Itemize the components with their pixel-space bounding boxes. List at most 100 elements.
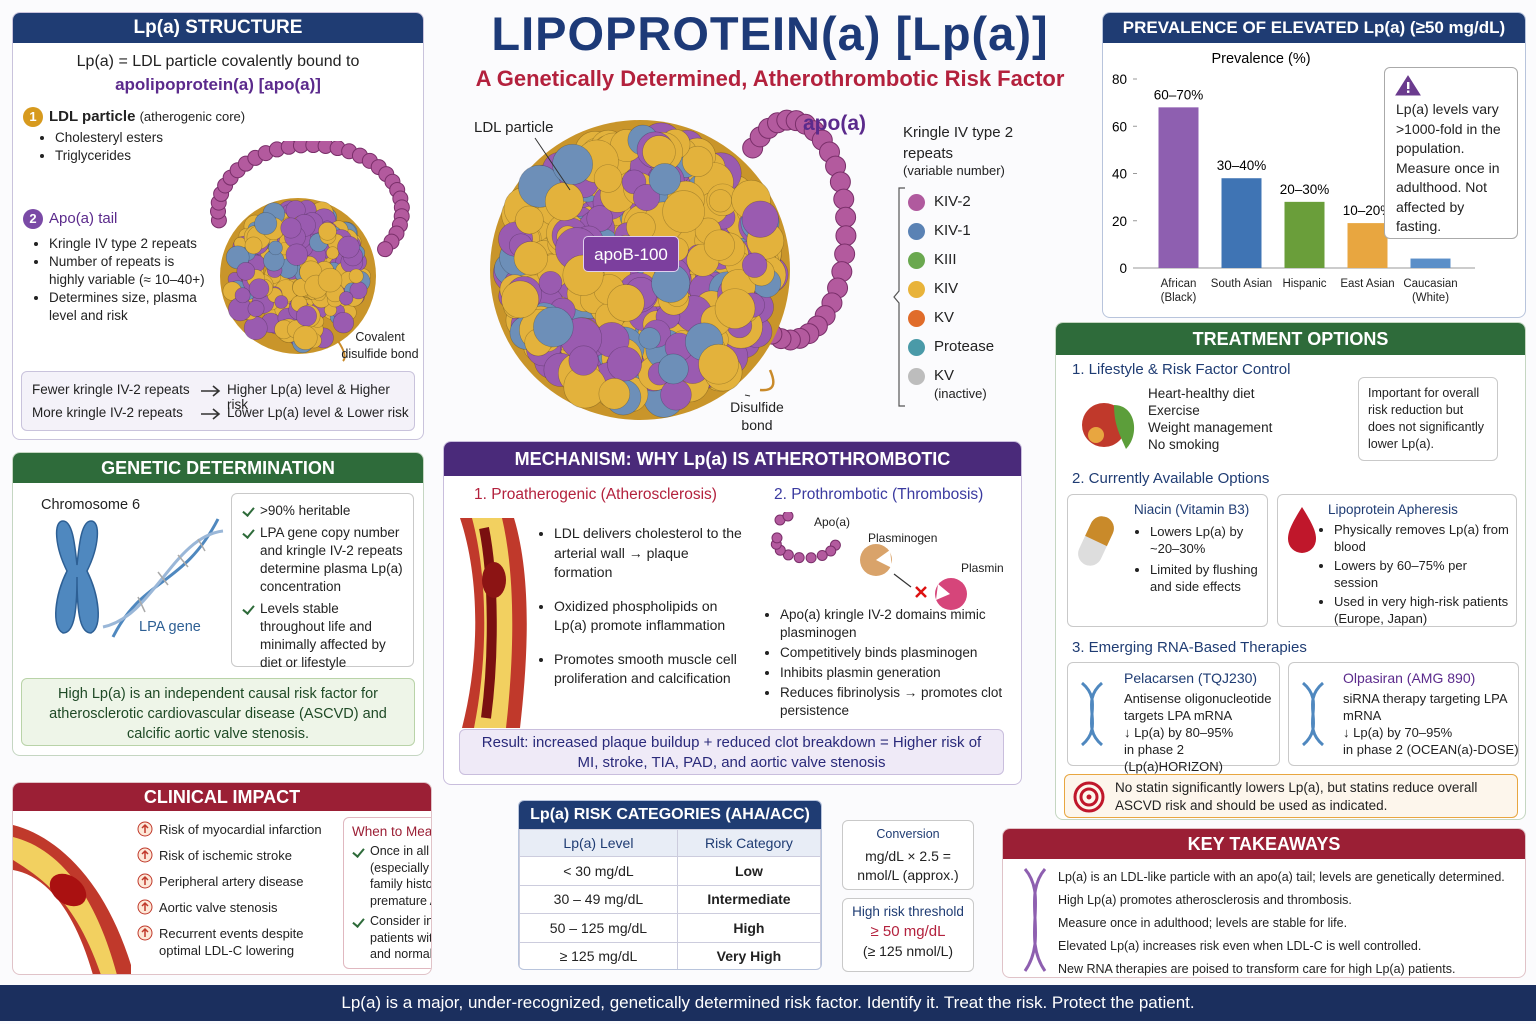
element: [1088, 427, 1104, 443]
legend: KIV-2 KIV-1 KIII KIV KV Protease KV (inactive): [906, 192, 1026, 406]
icon: [141, 927, 149, 937]
table-cell: Intermediate: [676, 884, 821, 914]
risk-item: Risk of ischemic stroke: [137, 847, 347, 864]
particle-lipid: [234, 287, 251, 304]
genetic-facts: >90% heritable LPA gene copy number and k…: [231, 493, 414, 670]
y-tick-label: 80: [1112, 72, 1127, 87]
text: Pelacarsen (TQJ230): [1124, 670, 1258, 686]
list-item: Determines size, plasma level and risk: [49, 289, 211, 325]
element: [893, 187, 905, 407]
bar: [1347, 223, 1388, 268]
particle-lipid: [318, 222, 337, 241]
risk-icon: [137, 847, 153, 863]
table-cell: Very High: [676, 941, 821, 969]
legend-label: KIV-1: [934, 222, 971, 239]
particle-lipid: [268, 240, 283, 256]
list-item: Exercise: [1148, 403, 1200, 418]
particle-lipid: [607, 346, 642, 382]
element: [1114, 405, 1135, 449]
particle-lipid: [247, 300, 265, 318]
risk-item: Risk of myocardial infarction: [137, 821, 347, 838]
element: >90% heritable LPA gene copy number and k…: [242, 502, 407, 672]
text: Fewer kringle IV-2 repeats: [32, 382, 190, 397]
text: 2. Prothrombotic (Thrombosis): [774, 486, 984, 503]
icon: [141, 849, 149, 859]
drop-icon: [1288, 507, 1316, 553]
card-line: Antisense oligonucleotide targets LPA mR…: [1124, 691, 1272, 723]
artery-illustration: [460, 518, 527, 728]
text: No statin significantly lowers Lp(a), bu…: [1115, 780, 1478, 813]
x-tick-label: Hispanic: [1282, 278, 1327, 290]
legend-swatch: [908, 310, 925, 327]
conversion-box: Conversion mg/dL × 2.5 = nmol/L (approx.…: [842, 820, 974, 890]
element: [1085, 516, 1114, 547]
particle-lipid: [552, 143, 594, 185]
card-line: in phase 2 (Lp(a)HORIZON): [1124, 742, 1223, 774]
icon: [141, 875, 149, 885]
legend-swatch: [908, 339, 925, 356]
plasminogen-illustration: [770, 512, 967, 610]
list-item: Inhibits plasmin generation: [780, 664, 1012, 682]
risk-icon: [137, 873, 153, 889]
element: [915, 586, 927, 598]
when-to-measure: When to Measure Once in all adults (espe…: [343, 817, 432, 969]
food-icon: [1082, 403, 1135, 449]
arrow: [201, 385, 221, 397]
element: [1086, 794, 1092, 800]
warning-icon: [1395, 75, 1421, 96]
list-item: Once in all adults (especially with fami…: [370, 843, 431, 909]
element: Heart-healthy diet Exercise Weight managem…: [1148, 385, 1272, 453]
leader: [534, 137, 571, 191]
legend-swatch: [908, 252, 925, 269]
text: When to Measure: [352, 824, 432, 839]
particle-lipid: [741, 200, 779, 238]
ldl-illustration: [210, 141, 410, 362]
element: [1301, 681, 1325, 747]
y-tick-label: 40: [1112, 167, 1127, 182]
kringle-bead: [782, 512, 794, 522]
element: [1073, 781, 1105, 813]
dna-icon: [1023, 868, 1047, 972]
legend-swatch: [908, 368, 925, 385]
particle-lipid: [662, 190, 705, 233]
particle-lipid: [648, 163, 681, 196]
risk-icon: [137, 925, 153, 941]
kringle-bead: [835, 206, 857, 228]
particle-lipid: [254, 212, 278, 235]
particle-lipid: [293, 325, 318, 350]
element: [936, 584, 950, 600]
text: 2. Currently Available Options: [1072, 470, 1270, 487]
callout: High Lp(a) is an independent causal risk…: [21, 678, 415, 746]
list-item: Promotes smooth muscle cell proliferatio…: [554, 650, 746, 689]
text: 1: [23, 107, 43, 127]
card-line: siRNA therapy targeting LPA mRNA: [1343, 691, 1507, 723]
legend-note: (inactive): [934, 386, 987, 401]
table-cell: High: [676, 913, 821, 943]
text: 1. Proatherogenic (Atherosclerosis): [474, 486, 717, 503]
table-row: 50 – 125 mg/dL High: [519, 913, 821, 943]
text: LDL particle: [49, 108, 136, 125]
particle-lipid: [568, 345, 599, 376]
page-subtitle: A Genetically Determined, Atherothrombot…: [475, 66, 1065, 91]
list-item: Triglycerides: [55, 147, 163, 165]
legend-label: KIV-2: [934, 193, 971, 210]
repeat-rules: Fewer kringle IV-2 repeats Higher Lp(a) …: [21, 371, 415, 431]
list-item: Elevated Lp(a) increases risk even when …: [1058, 939, 1422, 953]
element: [1288, 507, 1316, 553]
table-header-row: Lp(a) Level Risk Category: [519, 829, 821, 857]
kringle-bead: [771, 532, 783, 544]
element: [55, 520, 99, 634]
element: LDL delivers cholesterol to the arterial…: [536, 524, 746, 703]
risk-icon: [137, 821, 153, 837]
therapy-card: Pelacarsen (TQJ230) Antisense oligonucle…: [1067, 662, 1280, 774]
risk-text: Aortic valve stenosis: [159, 900, 278, 915]
kringle-bead: [816, 549, 828, 561]
risk-text: Peripheral artery disease: [159, 874, 304, 889]
particle-lipid: [708, 189, 732, 213]
text: Plasmin: [961, 561, 1004, 575]
particle-lipid: [501, 280, 540, 319]
text: Lp(a) = LDL particle covalently bound to: [76, 53, 360, 70]
risk-item: Peripheral artery disease: [137, 873, 347, 890]
leader: [744, 394, 751, 397]
